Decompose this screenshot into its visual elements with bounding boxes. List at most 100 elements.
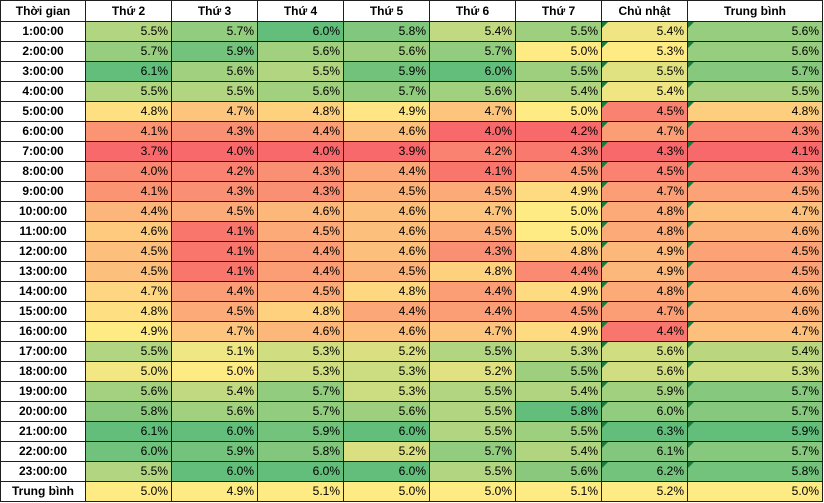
row-label-cell[interactable]: 13:00:00	[0, 261, 86, 282]
row-label-cell[interactable]: 2:00:00	[0, 41, 86, 62]
value-cell[interactable]: 4.8%	[257, 101, 344, 122]
value-cell[interactable]: 5.5%	[515, 61, 602, 82]
value-cell[interactable]: 4.1%	[85, 181, 172, 202]
value-cell[interactable]: 6.0%	[171, 461, 258, 482]
value-cell[interactable]: 4.8%	[85, 301, 172, 322]
value-cell[interactable]: 4.3%	[687, 121, 823, 142]
row-label-cell[interactable]: 14:00:00	[0, 281, 86, 302]
row-label-cell[interactable]: 15:00:00	[0, 301, 86, 322]
value-cell[interactable]: 4.7%	[171, 101, 258, 122]
value-cell[interactable]: 4.4%	[257, 121, 344, 142]
value-cell[interactable]: 4.4%	[343, 161, 430, 182]
value-cell[interactable]: 4.0%	[429, 121, 516, 142]
value-cell[interactable]: 4.6%	[343, 321, 430, 342]
value-cell[interactable]: 5.5%	[85, 21, 172, 42]
value-cell[interactable]: 4.5%	[687, 241, 823, 262]
row-label-cell[interactable]: 20:00:00	[0, 401, 86, 422]
value-cell[interactable]: 4.5%	[171, 201, 258, 222]
value-cell[interactable]: 4.5%	[515, 301, 602, 322]
value-cell[interactable]: 6.0%	[257, 461, 344, 482]
value-cell[interactable]: 4.7%	[601, 301, 688, 322]
value-cell[interactable]: 4.8%	[257, 301, 344, 322]
value-cell[interactable]: 4.1%	[687, 141, 823, 162]
row-label-cell[interactable]: 21:00:00	[0, 421, 86, 442]
value-cell[interactable]: 5.7%	[687, 441, 823, 462]
value-cell[interactable]: 4.8%	[601, 201, 688, 222]
value-cell[interactable]: 5.0%	[515, 201, 602, 222]
value-cell[interactable]: 4.8%	[601, 221, 688, 242]
value-cell[interactable]: 5.7%	[429, 41, 516, 62]
value-cell[interactable]: 4.7%	[687, 201, 823, 222]
value-cell[interactable]: 5.2%	[601, 481, 688, 502]
row-label-cell[interactable]: 23:00:00	[0, 461, 86, 482]
value-cell[interactable]: 5.0%	[343, 481, 430, 502]
value-cell[interactable]: 4.5%	[601, 161, 688, 182]
value-cell[interactable]: 4.6%	[257, 321, 344, 342]
value-cell[interactable]: 4.2%	[515, 121, 602, 142]
value-cell[interactable]: 4.2%	[429, 141, 516, 162]
value-cell[interactable]: 4.7%	[429, 201, 516, 222]
value-cell[interactable]: 5.1%	[257, 481, 344, 502]
value-cell[interactable]: 4.6%	[343, 241, 430, 262]
row-label-cell[interactable]: 11:00:00	[0, 221, 86, 242]
value-cell[interactable]: 5.7%	[257, 381, 344, 402]
row-label-cell[interactable]: 5:00:00	[0, 101, 86, 122]
value-cell[interactable]: 6.0%	[343, 461, 430, 482]
row-label-cell[interactable]: Trung bình	[0, 481, 86, 502]
value-cell[interactable]: 6.1%	[601, 441, 688, 462]
value-cell[interactable]: 5.3%	[687, 361, 823, 382]
value-cell[interactable]: 4.1%	[429, 161, 516, 182]
value-cell[interactable]: 5.4%	[515, 441, 602, 462]
value-cell[interactable]: 4.4%	[515, 261, 602, 282]
value-cell[interactable]: 5.2%	[429, 361, 516, 382]
value-cell[interactable]: 5.6%	[601, 361, 688, 382]
value-cell[interactable]: 4.5%	[343, 181, 430, 202]
header-cell-thu[interactable]: Thứ 5	[343, 0, 430, 22]
value-cell[interactable]: 5.0%	[85, 481, 172, 502]
value-cell[interactable]: 5.7%	[343, 81, 430, 102]
value-cell[interactable]: 5.7%	[687, 401, 823, 422]
value-cell[interactable]: 4.1%	[85, 121, 172, 142]
value-cell[interactable]: 5.8%	[515, 401, 602, 422]
value-cell[interactable]: 5.9%	[257, 421, 344, 442]
value-cell[interactable]: 4.5%	[601, 101, 688, 122]
value-cell[interactable]: 4.6%	[687, 221, 823, 242]
value-cell[interactable]: 4.5%	[257, 221, 344, 242]
row-label-cell[interactable]: 3:00:00	[0, 61, 86, 82]
value-cell[interactable]: 5.6%	[343, 41, 430, 62]
row-label-cell[interactable]: 4:00:00	[0, 81, 86, 102]
value-cell[interactable]: 4.8%	[429, 261, 516, 282]
value-cell[interactable]: 5.4%	[601, 81, 688, 102]
row-label-cell[interactable]: 8:00:00	[0, 161, 86, 182]
value-cell[interactable]: 5.3%	[515, 341, 602, 362]
value-cell[interactable]: 5.6%	[687, 21, 823, 42]
value-cell[interactable]: 4.3%	[257, 161, 344, 182]
value-cell[interactable]: 5.6%	[85, 381, 172, 402]
row-label-cell[interactable]: 19:00:00	[0, 381, 86, 402]
value-cell[interactable]: 4.3%	[429, 241, 516, 262]
value-cell[interactable]: 4.9%	[515, 281, 602, 302]
value-cell[interactable]: 5.5%	[601, 61, 688, 82]
value-cell[interactable]: 5.5%	[687, 81, 823, 102]
row-label-cell[interactable]: 1:00:00	[0, 21, 86, 42]
value-cell[interactable]: 5.5%	[429, 341, 516, 362]
value-cell[interactable]: 5.9%	[601, 381, 688, 402]
value-cell[interactable]: 5.0%	[515, 101, 602, 122]
value-cell[interactable]: 6.0%	[343, 421, 430, 442]
value-cell[interactable]: 6.0%	[601, 401, 688, 422]
value-cell[interactable]: 5.2%	[343, 441, 430, 462]
value-cell[interactable]: 4.7%	[601, 181, 688, 202]
row-label-cell[interactable]: 12:00:00	[0, 241, 86, 262]
row-label-cell[interactable]: 9:00:00	[0, 181, 86, 202]
value-cell[interactable]: 4.3%	[687, 161, 823, 182]
value-cell[interactable]: 4.7%	[429, 101, 516, 122]
value-cell[interactable]: 5.4%	[515, 381, 602, 402]
value-cell[interactable]: 5.5%	[85, 341, 172, 362]
value-cell[interactable]: 5.3%	[257, 341, 344, 362]
header-cell-fri[interactable]: Thứ 6	[429, 0, 516, 22]
value-cell[interactable]: 4.8%	[687, 101, 823, 122]
value-cell[interactable]: 4.6%	[85, 221, 172, 242]
value-cell[interactable]: 4.6%	[343, 201, 430, 222]
header-cell-average[interactable]: Trung bình	[687, 0, 823, 22]
value-cell[interactable]: 6.2%	[601, 461, 688, 482]
